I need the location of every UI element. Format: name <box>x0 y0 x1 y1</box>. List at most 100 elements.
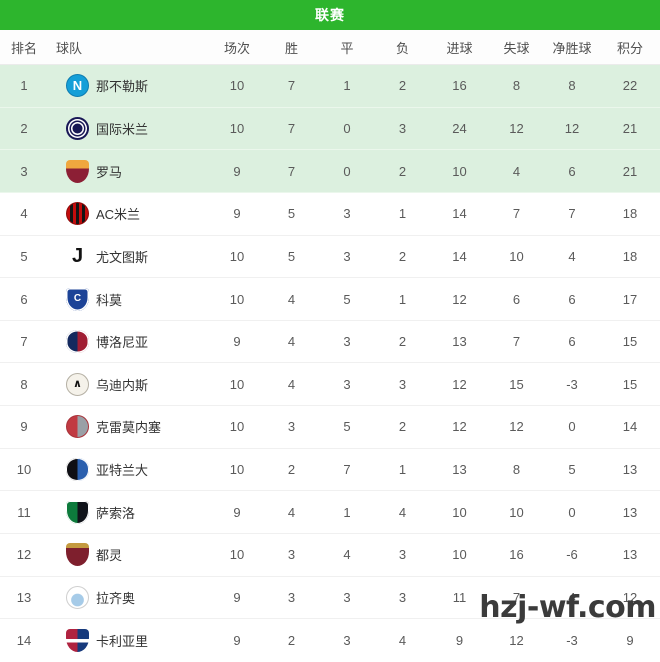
wins-cell: 3 <box>287 419 296 435</box>
standings-row[interactable]: 5 尤文图斯 10 5 3 2 14 10 4 18 <box>0 235 660 279</box>
played-cell: 10 <box>229 419 245 435</box>
rank-cell: 8 <box>20 376 28 392</box>
draws-cell: 7 <box>343 462 351 478</box>
played-cell: 10 <box>229 547 245 563</box>
played-cell: 10 <box>229 78 245 94</box>
played-cell: 10 <box>229 120 245 136</box>
wins-cell: 4 <box>287 334 296 350</box>
standings-row[interactable]: 14 卡利亚里 9 2 3 4 9 12 -3 9 <box>0 619 660 661</box>
team-name: 乌迪内斯 <box>96 377 149 393</box>
goal-diff-cell: 4 <box>568 248 576 264</box>
team-name: 拉齐奥 <box>96 591 136 606</box>
goals-against-cell: 10 <box>509 504 524 520</box>
como-crest-icon <box>66 287 89 311</box>
played-cell: 9 <box>233 504 241 520</box>
rank-cell: 9 <box>20 419 28 435</box>
wins-cell: 2 <box>287 632 296 648</box>
goals-for-cell: 12 <box>452 291 467 307</box>
goal-diff-cell: 0 <box>568 504 576 520</box>
goals-against-cell: 8 <box>512 78 521 94</box>
column-header-played: 场次 <box>223 40 250 56</box>
points-cell: 9 <box>626 632 634 648</box>
goals-for-cell: 9 <box>455 632 464 648</box>
rank-cell: 4 <box>20 206 28 222</box>
goals-against-cell: 10 <box>509 248 524 264</box>
standings-row[interactable]: 3 罗马 9 7 0 2 10 4 6 21 <box>0 150 660 193</box>
team-cell: 国际米兰 <box>48 116 210 140</box>
goals-against-cell: 12 <box>509 120 524 136</box>
standings-row[interactable]: 10 亚特兰大 10 2 7 1 13 8 5 13 <box>0 448 660 492</box>
goals-for-cell: 14 <box>452 206 467 222</box>
team-cell: 博洛尼亚 <box>48 330 210 354</box>
draws-cell: 1 <box>343 504 351 520</box>
atalanta-crest-icon <box>66 458 89 482</box>
losses-cell: 2 <box>398 334 407 350</box>
rank-cell: 5 <box>20 248 28 264</box>
team-cell: 罗马 <box>48 159 210 183</box>
standings-row[interactable]: 4 AC米兰 9 5 3 1 14 7 7 18 <box>0 192 660 236</box>
goals-for-cell: 16 <box>452 78 467 94</box>
team-cell: AC米兰 <box>48 202 210 226</box>
points-cell: 12 <box>622 590 638 605</box>
roma-crest-icon <box>66 159 89 183</box>
points-cell: 15 <box>622 376 638 392</box>
goals-for-cell: 13 <box>452 334 467 350</box>
draws-cell: 0 <box>343 120 351 136</box>
team-name: 克雷莫内塞 <box>96 420 162 436</box>
wins-cell: 3 <box>287 547 296 563</box>
udinese-crest-icon <box>66 372 89 396</box>
standings-row[interactable]: 2 国际米兰 10 7 0 3 24 12 12 21 <box>0 107 660 151</box>
draws-cell: 3 <box>343 590 351 605</box>
team-name: 亚特兰大 <box>96 463 149 479</box>
milan-crest-icon <box>66 202 89 226</box>
points-cell: 17 <box>622 291 638 307</box>
standings-row[interactable]: 6 科莫 10 4 5 1 12 6 6 17 <box>0 278 660 321</box>
goal-diff-cell: 6 <box>568 163 576 179</box>
played-cell: 10 <box>229 248 245 264</box>
column-header-points: 积分 <box>616 40 643 56</box>
points-cell: 13 <box>622 462 638 478</box>
standings-row[interactable]: 8 乌迪内斯 10 4 3 3 12 15 -3 15 <box>0 363 660 407</box>
goals-for-cell: 14 <box>452 248 467 264</box>
goals-against-cell: 6 <box>512 291 521 307</box>
losses-cell: 3 <box>398 376 407 392</box>
losses-cell: 1 <box>398 206 407 222</box>
losses-cell: 2 <box>398 419 407 435</box>
goals-for-cell: 10 <box>452 163 467 179</box>
points-cell: 21 <box>622 163 638 179</box>
losses-cell: 4 <box>398 504 407 520</box>
goals-for-cell: 10 <box>452 504 467 520</box>
standings-row[interactable]: 12 都灵 10 3 4 3 10 16 -6 13 <box>0 534 660 577</box>
points-cell: 13 <box>622 504 638 520</box>
standings-row[interactable]: 11 萨索洛 9 4 1 4 10 10 0 13 <box>0 491 660 535</box>
wins-cell: 5 <box>287 248 296 264</box>
goal-diff-cell: -6 <box>566 547 578 563</box>
rank-cell: 11 <box>17 504 31 520</box>
draws-cell: 3 <box>343 248 351 264</box>
torino-crest-icon <box>66 543 89 567</box>
losses-cell: 3 <box>398 120 407 136</box>
goal-diff-cell: 5 <box>568 462 576 478</box>
team-name: 卡利亚里 <box>96 633 149 649</box>
wins-cell: 5 <box>287 206 296 222</box>
team-name: 尤文图斯 <box>96 249 149 265</box>
goals-against-cell: 15 <box>509 376 524 392</box>
table-header-row: 排名 球队 场次 胜 平 负 进球 失球 净胜球 积分 <box>0 30 660 65</box>
team-cell: 都灵 <box>48 543 210 567</box>
draws-cell: 1 <box>343 78 351 94</box>
played-cell: 9 <box>233 632 241 648</box>
standings-row[interactable]: 1 那不勒斯 10 7 1 2 16 8 8 22 <box>0 65 660 108</box>
points-cell: 13 <box>622 547 638 563</box>
standings-rows: 1 那不勒斯 10 7 1 2 16 8 8 22 2 国际米兰 10 7 0 … <box>0 65 660 661</box>
standings-row[interactable]: 9 克雷莫内塞 10 3 5 2 12 12 0 14 <box>0 406 660 449</box>
losses-cell: 2 <box>398 163 407 179</box>
standings-row[interactable]: 7 博洛尼亚 9 4 3 2 13 7 6 15 <box>0 320 660 364</box>
column-header-goals-against: 失球 <box>503 40 530 56</box>
wins-cell: 2 <box>287 462 296 478</box>
standings-row[interactable]: 13 拉齐奥 9 3 3 3 11 7 4 12 <box>0 576 660 620</box>
bologna-crest-icon <box>66 330 89 354</box>
points-cell: 18 <box>622 248 638 264</box>
widget-title-bar: 联赛 <box>0 0 660 30</box>
team-cell: 萨索洛 <box>48 500 210 524</box>
draws-cell: 4 <box>343 547 351 563</box>
